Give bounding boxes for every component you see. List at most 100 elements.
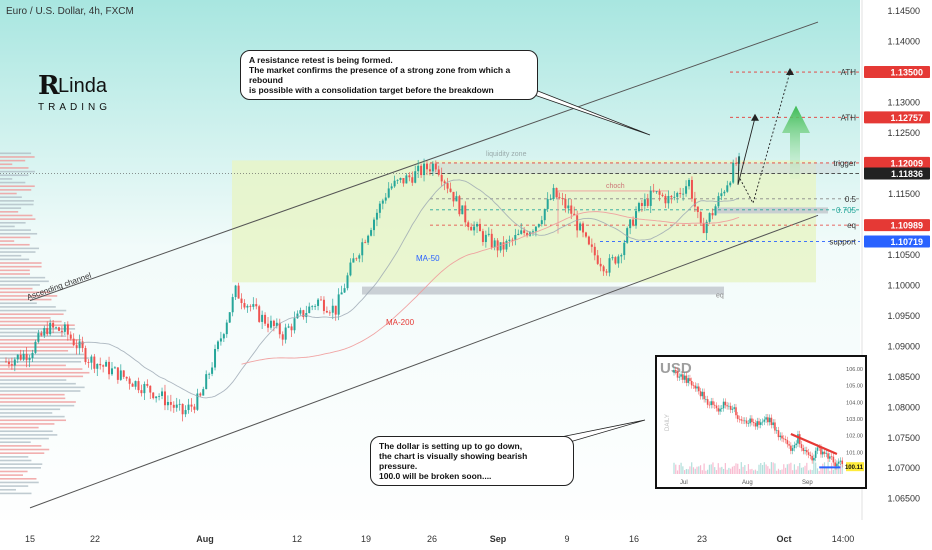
inset-candle-body bbox=[731, 408, 734, 410]
chart-title: Euro / U.S. Dollar, 4h, FXCM bbox=[6, 6, 134, 17]
inset-volume-bar bbox=[793, 464, 796, 474]
inset-volume-bar bbox=[707, 469, 709, 474]
candle-body bbox=[708, 213, 711, 222]
inset-volume-bar bbox=[769, 468, 771, 474]
candle-body bbox=[152, 392, 155, 399]
inset-downtrend-line bbox=[790, 432, 838, 456]
inset-volume-bar bbox=[699, 465, 702, 474]
candle-body bbox=[478, 223, 481, 232]
candle-body bbox=[399, 178, 402, 180]
candle-body bbox=[311, 306, 314, 308]
volume-profile-bar bbox=[0, 456, 29, 458]
inset-volume-bar bbox=[804, 465, 806, 474]
candle-body bbox=[526, 233, 529, 236]
candle-body bbox=[78, 341, 81, 349]
inset-candle-body bbox=[774, 422, 776, 431]
inset-volume-bar bbox=[675, 464, 677, 474]
inset-volume-bar bbox=[742, 466, 744, 474]
inset-volume-bar bbox=[838, 465, 840, 474]
candle-body bbox=[508, 239, 511, 241]
inset-candle-body bbox=[804, 450, 806, 452]
inset-volume-bar bbox=[678, 464, 680, 474]
brand-logo: R Linda TRADING bbox=[38, 70, 138, 120]
equilibrium-zone bbox=[232, 160, 816, 283]
candle-body bbox=[284, 327, 287, 340]
inset-candle-body bbox=[767, 417, 769, 423]
inset-candle-body bbox=[722, 401, 725, 409]
candle-body bbox=[420, 165, 423, 176]
inset-volume-bar bbox=[832, 469, 834, 474]
y-tick-label: 1.07500 bbox=[887, 433, 920, 443]
candle-body bbox=[637, 203, 640, 212]
candle-body bbox=[440, 174, 443, 182]
candle-body bbox=[520, 230, 523, 234]
inset-volume-bar bbox=[740, 462, 742, 474]
volume-profile-bar bbox=[0, 426, 39, 429]
candle-body bbox=[211, 367, 214, 374]
eq-lower-label: eq bbox=[716, 293, 724, 300]
candle-body bbox=[431, 163, 434, 172]
inset-volume-bar bbox=[710, 464, 712, 474]
candle-body bbox=[72, 338, 75, 346]
inset-volume-bar bbox=[705, 470, 707, 474]
eq-lower-band bbox=[362, 286, 724, 295]
inset-candle-body bbox=[761, 421, 764, 423]
inset-volume-bar bbox=[691, 462, 693, 474]
inset-candle-body bbox=[834, 462, 836, 467]
inset-volume-bar bbox=[758, 464, 760, 474]
candle-body bbox=[364, 242, 367, 244]
callout-top: A resistance retest is being formed. The… bbox=[240, 50, 538, 100]
price-tag-bg-2 bbox=[864, 156, 930, 169]
candle-body bbox=[546, 199, 549, 210]
candle-body bbox=[649, 190, 652, 206]
inset-y-tick: 101.00 bbox=[846, 450, 863, 456]
inset-candle-body bbox=[685, 375, 688, 383]
candle-body bbox=[558, 197, 561, 199]
inset-volume-bar bbox=[825, 466, 827, 474]
volume-profile-bar bbox=[0, 401, 76, 403]
candle-body bbox=[269, 320, 272, 328]
candle-body bbox=[199, 393, 202, 396]
volume-profile-bar bbox=[0, 240, 15, 242]
channel-lower-line bbox=[29, 214, 819, 509]
inset-candle-body bbox=[813, 457, 815, 461]
candle-body bbox=[481, 231, 484, 243]
inset-y-tick: 105.00 bbox=[846, 384, 863, 390]
candle-body bbox=[281, 334, 284, 340]
candle-body bbox=[579, 223, 582, 231]
inset-candle-body bbox=[689, 378, 691, 381]
candle-body bbox=[63, 324, 66, 332]
volume-profile-bar bbox=[0, 243, 30, 246]
volume-profile-bar bbox=[0, 320, 62, 323]
candle-body bbox=[428, 169, 431, 172]
inset-volume-bar bbox=[834, 466, 836, 474]
inset-volume-bar bbox=[816, 468, 819, 474]
volume-profile-bar bbox=[0, 309, 67, 312]
candle-body bbox=[511, 239, 514, 241]
volume-profile-bar bbox=[0, 295, 58, 297]
inset-candle-body bbox=[744, 420, 746, 422]
inset-volume-bar bbox=[839, 464, 842, 474]
volume-profile-bar bbox=[0, 492, 32, 495]
inset-volume-bar bbox=[735, 463, 737, 474]
logo-mark: R Linda TRADING bbox=[38, 71, 108, 113]
candle-body bbox=[16, 354, 19, 360]
volume-profile-bar bbox=[0, 232, 38, 235]
volume-profile-bar bbox=[0, 302, 37, 305]
candle-body bbox=[596, 255, 599, 264]
candle-body bbox=[573, 213, 576, 216]
candle-body bbox=[599, 263, 602, 267]
inset-candle-body bbox=[802, 448, 805, 452]
candle-body bbox=[405, 175, 408, 184]
inset-candle-body bbox=[696, 386, 698, 389]
volume-profile-bar bbox=[0, 375, 84, 378]
volume-profile-bar bbox=[0, 382, 76, 385]
candle-body bbox=[367, 235, 370, 243]
volume-profile-bar bbox=[0, 459, 32, 462]
inset-volume-bar bbox=[776, 470, 778, 474]
inset-candle-body bbox=[701, 391, 704, 397]
volume-profile-bar bbox=[0, 445, 42, 447]
candle-body bbox=[258, 306, 261, 322]
callout-top-line-2: The market confirms the presence of a st… bbox=[249, 65, 511, 85]
volume-profile-bar bbox=[0, 163, 13, 166]
